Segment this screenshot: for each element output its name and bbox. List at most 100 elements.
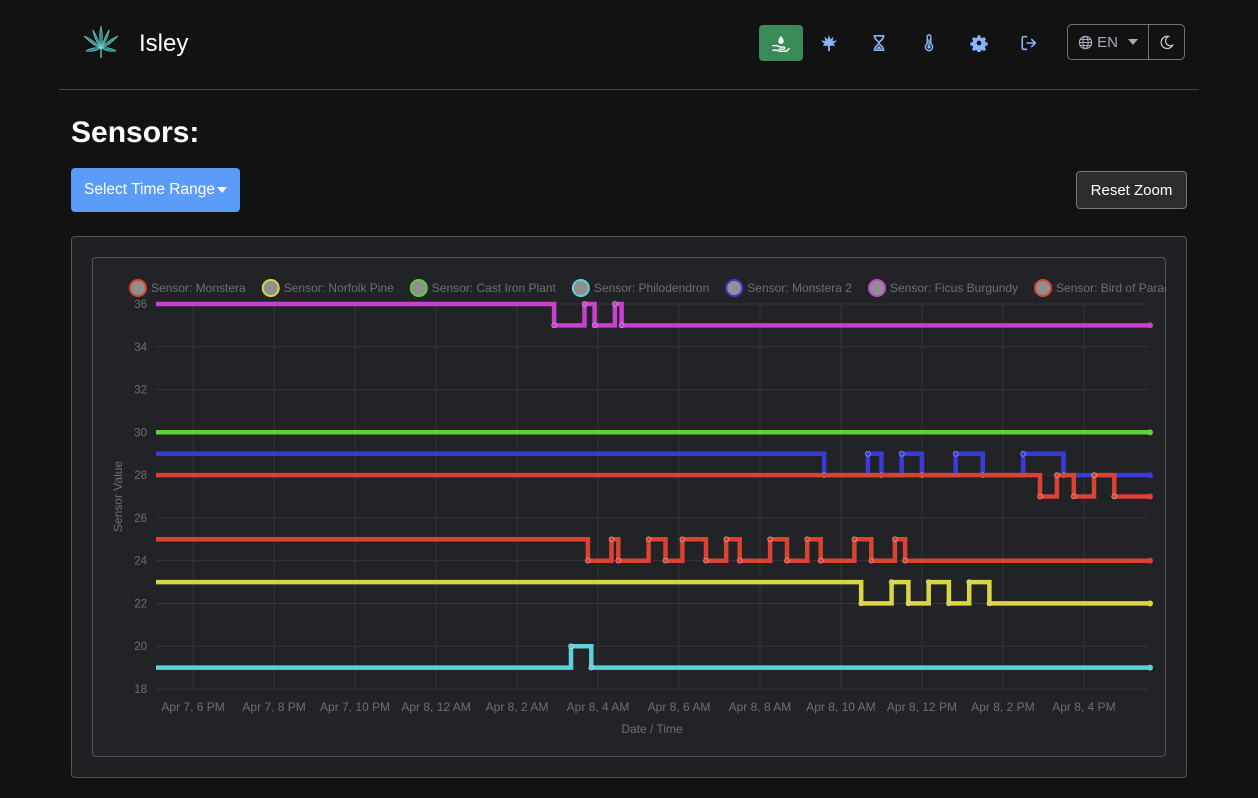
nav-plants-button[interactable] [807,25,851,61]
data-point[interactable] [925,579,932,585]
data-point[interactable] [804,536,810,543]
data-point[interactable] [736,557,743,564]
data-point[interactable] [1091,472,1097,478]
series-4[interactable] [156,643,1153,671]
series-line[interactable] [156,643,1148,670]
data-point[interactable] [615,557,622,564]
data-point[interactable] [551,322,557,329]
data-point[interactable] [612,301,618,307]
data-point[interactable] [858,600,864,607]
nav-watering-button[interactable] [759,25,803,61]
thermometer-icon [924,34,934,52]
y-tick-label: 28 [134,470,147,482]
data-point[interactable] [817,557,824,564]
legend-label: Sensor: Monstera [151,281,246,295]
data-point[interactable] [703,557,709,564]
data-point[interactable] [723,536,729,543]
legend-label: Sensor: Norfolk Pine [284,281,394,295]
data-point[interactable] [1111,493,1118,500]
x-tick-label: Apr 8, 4 PM [1052,700,1115,714]
y-axis-title: Sensor Value [111,461,125,532]
data-point[interactable] [585,557,591,564]
theme-toggle-button[interactable] [1149,25,1184,59]
series-line[interactable] [156,537,1148,563]
data-point[interactable] [1054,472,1060,478]
legend-item[interactable]: Sensor: Bird of Paradise [1034,279,1166,297]
x-tick-label: Apr 8, 12 AM [401,700,470,714]
series-1[interactable] [156,536,1153,564]
legend-item[interactable]: Sensor: Monstera [129,279,246,297]
data-point[interactable] [1147,664,1153,671]
lang-theme-group: EN [1067,24,1185,60]
data-point[interactable] [865,450,871,457]
data-point[interactable] [591,322,598,329]
nav-settings-button[interactable] [957,25,1001,61]
data-point[interactable] [986,600,993,607]
data-point[interactable] [892,536,898,543]
data-point[interactable] [645,536,652,543]
data-point[interactable] [767,536,773,543]
series-2[interactable] [156,579,1153,607]
page-title: Sensors: [71,116,200,149]
language-label: EN [1097,33,1118,51]
legend-swatch [867,279,886,297]
data-point[interactable] [905,600,912,607]
series-3[interactable] [156,429,1153,436]
data-point[interactable] [1020,450,1026,457]
data-point[interactable] [1147,429,1153,436]
chevron-down-icon [1127,39,1138,45]
data-point[interactable] [662,557,669,564]
chart-inner-card [92,257,1166,757]
sensor-chart[interactable]: 18 20 22 24 26 28 30 32 34 36 Apr 7, 6 PM Apr 7, 8 … [92,257,1166,757]
cannabis-leaf-logo[interactable] [81,22,121,62]
data-point[interactable] [952,450,959,457]
legend-item[interactable]: Sensor: Norfolk Pine [261,279,394,297]
data-point[interactable] [608,536,615,543]
reset-zoom-button[interactable]: Reset Zoom [1076,171,1187,209]
data-point[interactable] [1147,493,1153,500]
legend-swatch [725,279,744,297]
data-point[interactable] [966,579,972,585]
data-point[interactable] [1037,493,1043,500]
data-point[interactable] [784,557,790,564]
series-7[interactable] [156,472,1153,500]
data-point[interactable] [1147,600,1153,607]
legend-item[interactable]: Sensor: Ficus Burgundy [867,279,1018,297]
x-tick-label: Apr 8, 4 AM [567,700,630,714]
nav-logout-button[interactable] [1007,25,1051,61]
data-point[interactable] [1147,322,1153,329]
x-tick-label: Apr 8, 8 AM [729,700,792,714]
series-line[interactable] [156,579,1148,606]
data-point[interactable] [888,579,895,585]
x-tick-label: Apr 8, 10 AM [806,700,875,714]
language-dropdown[interactable]: EN [1068,25,1149,59]
nav-sensors-button[interactable] [907,25,951,61]
data-point[interactable] [588,664,595,671]
data-point[interactable] [568,643,574,649]
data-point[interactable] [1071,493,1077,500]
data-point[interactable] [868,557,875,564]
series-line[interactable] [156,472,1148,499]
data-point[interactable] [1147,472,1153,479]
data-point[interactable] [902,557,908,564]
legend-item[interactable]: Sensor: Monstera 2 [725,279,852,297]
data-point[interactable] [581,301,588,307]
series-6[interactable] [156,301,1153,329]
series-line[interactable] [156,451,1148,478]
data-point[interactable] [618,322,625,329]
nav-strains-button[interactable] [857,25,901,61]
legend-item[interactable]: Sensor: Philodendron [571,279,709,297]
legend-swatch [1034,279,1053,297]
data-point[interactable] [898,450,905,457]
series-line[interactable] [156,301,1148,328]
x-tick-label: Apr 8, 6 AM [648,700,711,714]
hand-water-icon [772,35,790,52]
app-brand[interactable]: Isley [139,30,189,57]
data-point[interactable] [679,536,686,543]
globe-icon [1078,35,1093,49]
data-point[interactable] [946,600,952,607]
legend-item[interactable]: Sensor: Cast Iron Plant [409,279,557,297]
data-point[interactable] [1147,557,1153,564]
data-point[interactable] [851,536,858,543]
select-time-range-dropdown[interactable]: Select Time Range [71,168,240,212]
